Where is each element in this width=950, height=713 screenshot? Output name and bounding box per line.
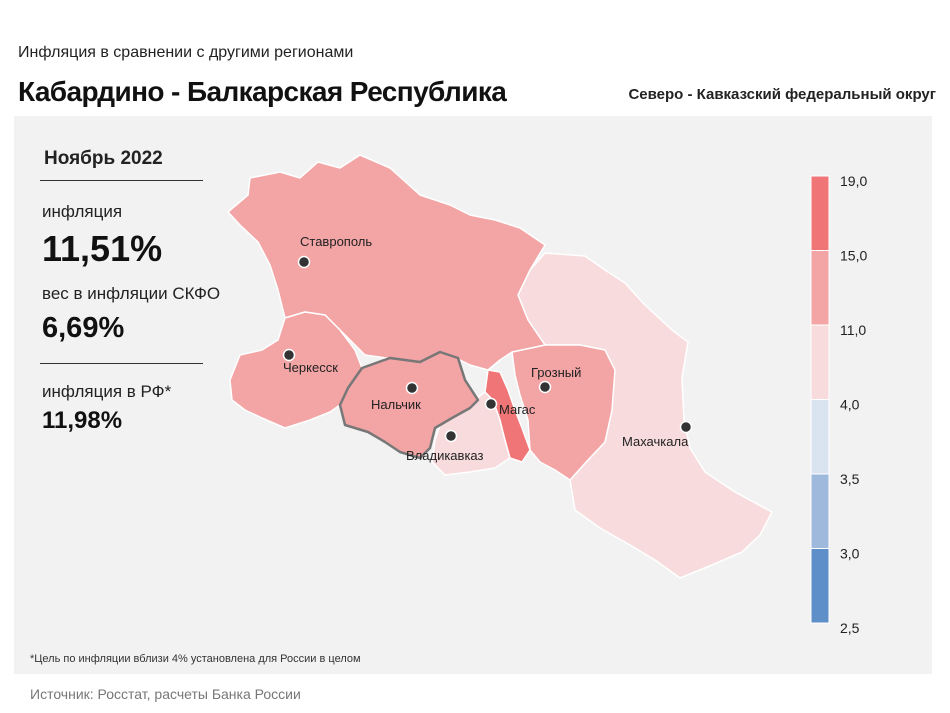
- city-label-makhachkala: Махачкала: [622, 434, 689, 449]
- region-chechnya: [511, 344, 616, 481]
- region-stavropol: [227, 154, 546, 371]
- legend-tick-label: 2,5: [840, 620, 860, 636]
- divider-bottom: [40, 363, 203, 364]
- city-label-magas: Магас: [499, 402, 536, 417]
- city-marker-magas: [484, 397, 498, 411]
- region-kabardino-balkaria: [338, 350, 480, 460]
- city-marker-makhachkala: [679, 420, 693, 434]
- city-marker-cherkessk: [282, 348, 296, 362]
- legend-swatch-2.5-3: [810, 548, 830, 624]
- source-note: Источник: Росстат, расчеты Банка России: [30, 686, 301, 702]
- divider-top: [40, 180, 203, 181]
- federal-district-label: Северо - Кавказский федеральный округ: [628, 86, 936, 103]
- legend-tick-label: 3,0: [840, 546, 860, 562]
- inflation-label: инфляция: [42, 202, 123, 221]
- weight-label: вес в инфляции СКФО: [42, 284, 221, 303]
- period-label: Ноябрь 2022: [44, 148, 163, 169]
- city-label-vladikavkaz: Владикавказ: [406, 448, 484, 463]
- rf-inflation-value: 11,98%: [42, 407, 123, 434]
- chart-subtitle: Инфляция в сравнении с другими регионами: [18, 44, 354, 61]
- city-marker-stavropol: [297, 255, 311, 269]
- city-label-cherkessk: Черкесск: [283, 360, 338, 375]
- legend-tick-label: 4,0: [840, 397, 860, 413]
- legend-tick-label: 19,0: [840, 173, 867, 189]
- legend-tick-label: 11,0: [840, 322, 866, 338]
- city-marker-grozny: [538, 380, 552, 394]
- legend-swatch-4-11: [810, 324, 830, 400]
- city-label-nalchik: Нальчик: [371, 397, 421, 412]
- weight-value: 6,69%: [42, 312, 125, 344]
- legend-swatch-15-19: [810, 175, 830, 251]
- legend-swatch-11-15: [810, 250, 830, 326]
- city-marker-vladikavkaz: [444, 429, 458, 443]
- footnote: *Цель по инфляции вблизи 4% установлена …: [30, 653, 361, 665]
- city-marker-nalchik: [405, 381, 419, 395]
- legend-swatch-3-3.5: [810, 473, 830, 549]
- legend-tick-label: 3,5: [840, 471, 860, 487]
- city-label-stavropol: Ставрополь: [300, 234, 372, 249]
- rf-inflation-label: инфляция в РФ*: [42, 382, 172, 401]
- legend-tick-label: 15,0: [840, 248, 867, 264]
- region-karachay-cherkessia: [229, 311, 363, 429]
- city-label-grozny: Грозный: [531, 365, 581, 380]
- region-title: Кабардино - Балкарская Республика: [18, 76, 507, 107]
- legend-swatch-3.5-4: [810, 399, 830, 475]
- inflation-value: 11,51%: [42, 228, 163, 269]
